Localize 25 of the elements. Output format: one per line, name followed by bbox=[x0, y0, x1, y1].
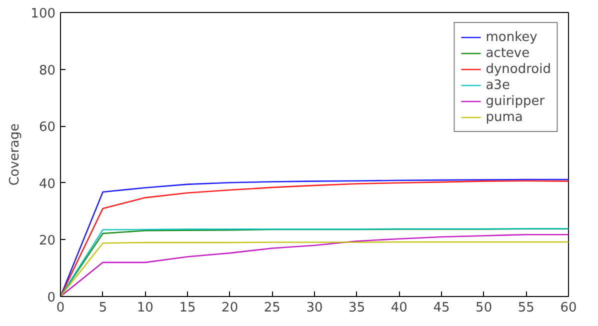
x-tick-label: 40 bbox=[390, 300, 408, 316]
legend-label: acteve bbox=[486, 45, 530, 61]
x-tick-label: 10 bbox=[136, 300, 154, 316]
legend-label: a3e bbox=[486, 77, 510, 93]
y-tick-label: 0 bbox=[47, 290, 56, 306]
legend-label: puma bbox=[486, 109, 523, 125]
y-tick-label: 40 bbox=[38, 176, 56, 192]
legend-label: guiripper bbox=[486, 93, 545, 109]
y-tick-label: 20 bbox=[38, 234, 56, 249]
x-tick-label: 20 bbox=[222, 300, 238, 316]
x-tick-label: 45 bbox=[433, 300, 450, 316]
y-axis-title: Coverage bbox=[8, 123, 23, 186]
legend-label: monkey bbox=[486, 29, 538, 45]
x-tick-label: 30 bbox=[306, 300, 323, 316]
y-tick-label: 60 bbox=[38, 120, 56, 136]
x-tick-label: 15 bbox=[179, 300, 196, 316]
x-tick-label: 35 bbox=[348, 300, 366, 316]
x-tick-label: 5 bbox=[98, 300, 107, 316]
x-tick-label: 55 bbox=[518, 300, 534, 316]
y-tick-label: 100 bbox=[30, 6, 56, 22]
y-tick-label: 80 bbox=[38, 63, 56, 78]
x-tick-label: 60 bbox=[560, 300, 577, 316]
x-tick-label: 25 bbox=[264, 300, 280, 316]
legend-label: dynodroid bbox=[486, 61, 551, 77]
x-tick-label: 50 bbox=[476, 300, 492, 316]
